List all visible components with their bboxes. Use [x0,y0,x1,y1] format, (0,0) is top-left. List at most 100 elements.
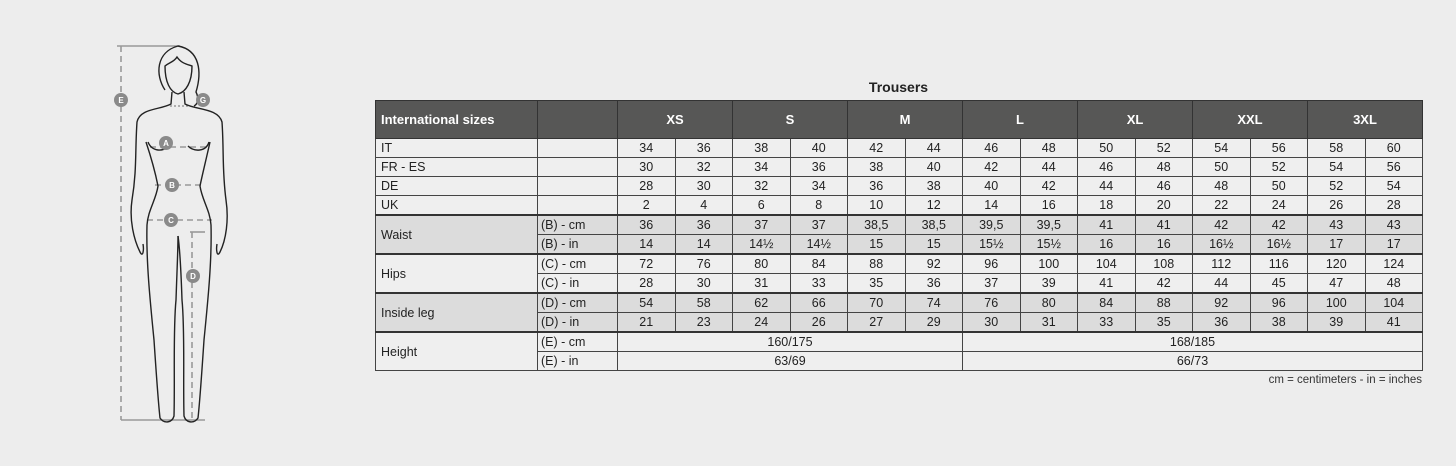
size-cell: 4 [674,195,733,216]
measurement-cell: 84 [1077,292,1136,313]
svg-text:G: G [200,96,206,105]
size-cell: 46 [962,138,1021,158]
size-cell: 14 [962,195,1021,216]
measurement-cell: 42 [1192,214,1251,235]
measurement-cell: 41 [1077,214,1136,235]
measurement-cell: 36 [1192,312,1251,333]
measurement-cell: 66 [789,292,848,313]
country-row: IT 34 36 38 40 42 44 46 48 50 52 54 56 58 60 [375,138,1423,158]
marker-c: C [164,213,178,227]
measurement-cell: 37 [732,214,791,235]
size-cell: 30 [617,157,676,177]
unit-label: (C) - in [537,273,618,294]
measurement-cell: 24 [732,312,791,333]
unit-label: (C) - cm [537,253,618,274]
svg-text:D: D [190,272,196,281]
svg-text:E: E [118,96,124,105]
svg-text:C: C [168,216,174,225]
header-size-xs: XS [617,100,733,139]
size-cell: 12 [904,195,963,216]
size-cell: 34 [617,138,676,158]
unit-cell-blank [537,176,618,196]
size-cell: 44 [904,138,963,158]
unit-cell-blank [537,138,618,158]
measurement-cell: 41 [1134,214,1193,235]
row-label: DE [375,176,538,196]
header-size-m: M [847,100,963,139]
unit-label: (D) - in [537,312,618,333]
body-measurement-figure: E G A B C D [114,45,228,423]
svg-text:B: B [169,181,175,190]
size-cell: 28 [1364,195,1423,216]
size-cell: 16 [1019,195,1078,216]
measurement-cell: 36 [617,214,676,235]
measurement-cell: 39 [1307,312,1366,333]
measurement-cell: 62 [732,292,791,313]
measurement-cell: 48 [1364,273,1423,294]
header-international-sizes: International sizes [375,100,538,139]
measurement-row: Inside leg (D) - cm 54 58 62 66 70 74 76 80 84 88 92… [375,292,1423,333]
measurement-cell: 26 [789,312,848,333]
measurement-cell: 41 [1077,273,1136,294]
size-cell: 42 [1019,176,1078,196]
measurement-cell: 74 [904,292,963,313]
header-size-xl: XL [1077,100,1193,139]
measurement-cell: 38,5 [904,214,963,235]
size-cell: 52 [1307,176,1366,196]
size-cell: 40 [789,138,848,158]
size-cell: 54 [1364,176,1423,196]
marker-b: B [165,178,179,192]
measurement-cell: 72 [617,253,676,274]
size-cell: 8 [789,195,848,216]
header-size-xxl: XXL [1192,100,1308,139]
measurement-cell: 31 [732,273,791,294]
measurement-cell: 44 [1192,273,1251,294]
size-cell: 38 [732,138,791,158]
size-cell: 50 [1249,176,1308,196]
size-cell: 48 [1019,138,1078,158]
measurement-cell: 14 [674,234,733,255]
measurement-cell: 14½ [789,234,848,255]
measurement-cell: 36 [674,214,733,235]
measurement-cell: 14 [617,234,676,255]
size-cell: 54 [1192,138,1251,158]
size-cell: 36 [847,176,906,196]
measurement-cell: 23 [674,312,733,333]
measurement-cell: 45 [1249,273,1308,294]
height-cell-xs-m: 63/69 [617,351,963,371]
measurement-cell: 104 [1364,292,1423,313]
measurement-cell: 43 [1307,214,1366,235]
measurement-cell: 16½ [1192,234,1251,255]
size-cell: 10 [847,195,906,216]
measurement-cell: 28 [617,273,676,294]
measurement-row: Hips (C) - cm 72 76 80 84 88 92 96 100 104 108 112 11… [375,253,1423,294]
measurement-cell: 35 [847,273,906,294]
measurement-cell: 35 [1134,312,1193,333]
measurement-cell: 92 [1192,292,1251,313]
measurement-cell: 54 [617,292,676,313]
measurement-cell: 58 [674,292,733,313]
size-cell: 52 [1249,157,1308,177]
header-blank [537,100,618,139]
size-cell: 60 [1364,138,1423,158]
measurement-cell: 80 [1019,292,1078,313]
row-label: UK [375,195,538,216]
country-row: DE 28 30 32 34 36 38 40 42 44 46 48 50 52 54 [375,176,1423,196]
measurement-cell: 120 [1307,253,1366,274]
size-cell: 48 [1192,176,1251,196]
measurement-cell: 112 [1192,253,1251,274]
measurement-cell: 76 [962,292,1021,313]
measurement-cell: 47 [1307,273,1366,294]
size-cell: 42 [847,138,906,158]
measurement-cell: 42 [1134,273,1193,294]
measurement-cell: 15½ [1019,234,1078,255]
country-row: FR - ES 30 32 34 36 38 40 42 44 46 48 50 52 54 56 [375,157,1423,177]
measurement-cell: 29 [904,312,963,333]
size-cell: 34 [789,176,848,196]
measurement-row: (D) - in 21 23 24 26 27 29 30 31 33 35 36 38 39 41 [376,312,1423,333]
size-chart-table: International sizes XS S M L XL XXL 3XL IT 34 36 3… [375,100,1423,371]
measurement-row: Waist (B) - cm 36 36 37 37 38,5 38,5 39,5 39,5 41 4… [375,214,1423,255]
unit-label: (B) - cm [537,214,618,235]
group-label: Inside leg [375,292,538,333]
marker-a: A [159,136,173,150]
